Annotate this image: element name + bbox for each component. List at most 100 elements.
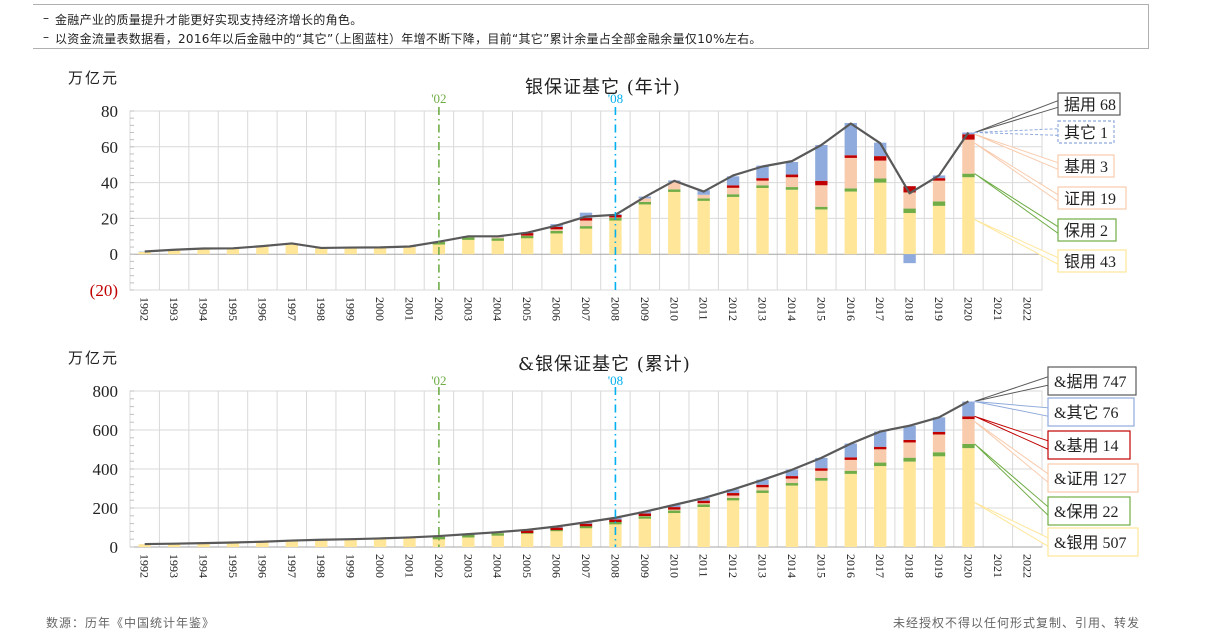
annual-xtick-label: 2001 [402,297,416,321]
cumulative-xtick-label: 2017 [873,554,887,578]
annual-bar-insurance [874,178,887,183]
note-1: – 金融产业的质量提升才能更好实现支持经济增长的角色。 [43,11,363,28]
cumulative-callout-box [1047,527,1139,557]
annual-bar-insurance [638,201,652,205]
annual-bar-securities [903,192,916,209]
annual-bar-securities [491,237,504,239]
cumulative-ytick-label: 600 [93,421,119,440]
cumulative-ytick-label: 0 [110,538,119,557]
cumulative-bar-securities [844,459,857,471]
cumulative-callout-label: &保用 22 [1054,503,1118,521]
cumulative-xtick-label: 2006 [550,554,564,578]
cumulative-bar-other [874,431,887,447]
annual-xtick-label: 1998 [314,297,328,321]
annual-callout-box [1057,92,1121,116]
annual-bar-bank [167,250,181,255]
cumulative-xtick-label: 2003 [461,554,475,578]
cumulative-callout-leader [974,502,1049,548]
cumulative-xtick-label: 1996 [255,554,269,578]
cumulative-bar-fund [815,468,828,471]
cumulative-bar-fund [520,530,534,534]
annual-bar-fund [903,186,916,193]
cumulative-xtick-label: 2015 [814,554,828,578]
annual-callout-label: 银用 43 [1064,253,1116,271]
annual-bar-insurance [491,238,504,241]
annual-xtick-label: 1999 [344,297,358,321]
annual-xtick-label: 2011 [697,297,711,321]
annual-bar-other [579,212,593,219]
cumulative-bar-bank [726,499,740,547]
cumulative-bar-insurance [903,457,916,462]
annual-bar-insurance [550,230,563,234]
cumulative-bar-bank [903,461,916,547]
cumulative-marker-label-2002: '02 [431,373,446,388]
annual-marker-label-2002: '02 [431,91,446,106]
annual-bar-securities [874,160,887,179]
cumulative-xtick-label: 1995 [226,554,240,578]
annual-bar-bank [903,213,916,255]
annual-bar-fund [579,218,593,221]
cumulative-xtick-label: 2010 [667,554,681,578]
annual-xtick-label: 2006 [550,297,564,321]
annual-bar-bank [785,189,799,255]
cumulative-xtick-label: 1992 [138,554,152,578]
annual-bar-bank [520,237,534,255]
annual-xtick-label: 1995 [226,297,240,321]
annual-callout-box [1057,120,1115,144]
cumulative-bar-securities [962,419,975,444]
annual-bar-insurance [668,189,681,192]
annual-bar-fund [520,233,534,236]
cumulative-bar-bank [138,544,151,547]
cumulative-bar-insurance [432,536,446,540]
cumulative-bar-bank [344,539,357,547]
annual-bar-bank [726,196,740,255]
annual-xtick-label: 2010 [667,297,681,321]
annual-bar-bank [550,232,563,255]
cumulative-bar-bank [932,456,946,547]
cumulative-bar-bank [403,538,416,547]
annual-bar-bank [373,247,387,255]
cumulative-bar-bank [874,466,887,547]
cumulative-bar-fund [844,457,857,460]
cumulative-xtick-label: 1998 [314,554,328,578]
annual-bar-fund [874,156,887,161]
cumulative-bar-insurance [491,533,504,536]
cumulative-bar-fund [579,523,593,527]
annual-xtick-label: 2007 [579,297,593,321]
cumulative-bar-other [962,401,975,417]
cumulative-callout-label: &证用 127 [1054,470,1126,488]
note-1-dash: – [43,11,50,25]
cumulative-callout-box [1047,366,1137,396]
cumulative-xtick-label: 2004 [491,554,505,578]
annual-xtick-label: 1993 [167,297,181,321]
annual-xtick-label: 2015 [814,297,828,321]
cumulative-bar-bank [550,529,563,547]
annual-bar-bank [403,247,416,255]
annual-bar-insurance [962,173,975,178]
annual-callout-label: 基用 3 [1064,158,1108,176]
cumulative-bar-other [756,479,769,485]
annual-xtick-label: 1994 [197,297,211,321]
cumulative-bar-fund [756,484,769,488]
cumulative-callout-box [1047,397,1135,427]
cumulative-bar-insurance [638,516,652,519]
annual-bar-insurance [579,226,593,229]
cumulative-bar-insurance [785,483,799,486]
annual-chart: 80 60 40 20 0 (20) 1992 1993 1994 1995 1996 1997 199… [90,91,1127,321]
cumulative-bar-other [668,504,681,508]
annual-xtick-label: 1997 [285,297,299,321]
cumulative-xtick-label: 2021 [991,554,1005,578]
annual-ytick-label: 80 [101,102,118,121]
cumulative-bar-bank [962,448,975,547]
cumulative-bar-other [932,417,946,432]
annual-xtick-label: 1996 [255,297,269,321]
annual-bar-other [903,254,916,264]
annual-bar-bank [815,209,828,255]
annual-bar-bank [874,182,887,255]
cumulative-bar-fund [697,500,710,504]
cumulative-bar-bank [638,517,652,547]
annual-bar-securities [962,139,975,174]
cumulative-bar-bank [256,541,269,547]
cumulative-bar-bank [197,543,210,547]
cumulative-xtick-label: 2007 [579,554,593,578]
